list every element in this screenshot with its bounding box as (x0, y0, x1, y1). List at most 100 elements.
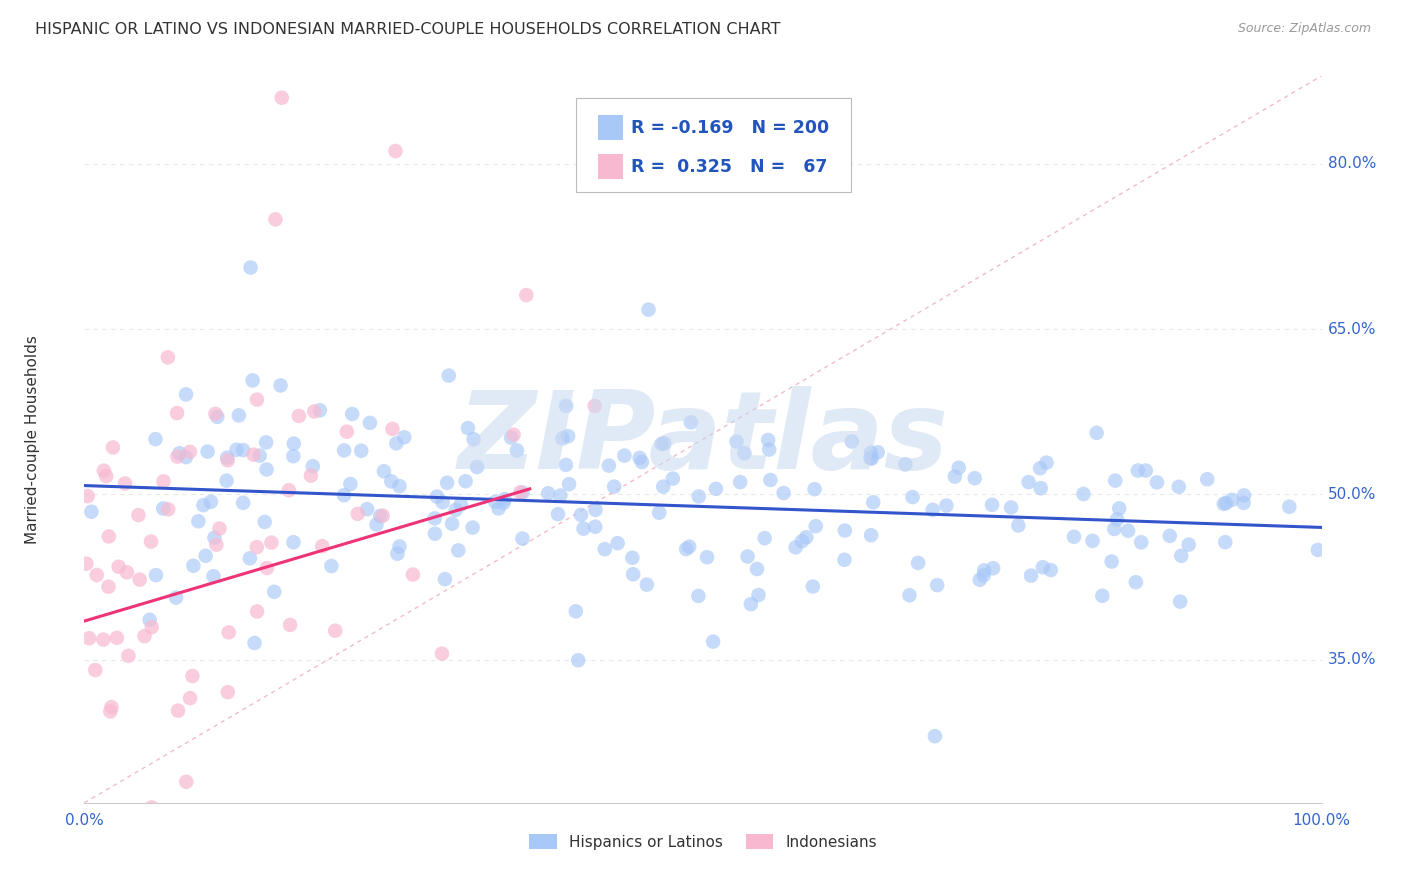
Point (333, 488, 356, 502)
Text: HISPANIC OR LATINO VS INDONESIAN MARRIED-COUPLE HOUSEHOLDS CORRELATION CHART: HISPANIC OR LATINO VS INDONESIAN MARRIED… (35, 22, 780, 37)
Point (860, 451, 883, 466)
Point (342, 407, 364, 421)
Point (152, 501, 174, 516)
Point (1215, 496, 1237, 510)
Point (1168, 594, 1191, 608)
Point (381, 422, 404, 436)
Point (239, 260, 262, 275)
Point (179, 445, 201, 459)
Point (550, 489, 572, 503)
Point (461, 520, 484, 534)
Point (215, 474, 238, 488)
Point (436, 475, 458, 490)
Point (433, 572, 456, 586)
Point (100, 700, 122, 714)
Point (935, 499, 957, 513)
Point (457, 421, 479, 435)
Point (1126, 463, 1149, 477)
Point (299, 468, 322, 483)
Point (283, 449, 305, 463)
Point (921, 503, 943, 517)
Point (790, 534, 813, 549)
Point (1197, 472, 1219, 486)
Point (506, 443, 529, 458)
Point (346, 507, 368, 521)
Point (202, 569, 225, 583)
Point (86, 568, 108, 582)
Point (359, 416, 381, 430)
Point (1007, 518, 1029, 533)
Point (84, 663, 107, 677)
Point (1101, 555, 1123, 569)
Point (232, 496, 254, 510)
Point (228, 409, 250, 423)
Point (283, 436, 305, 450)
Point (1018, 475, 1040, 489)
Point (860, 528, 883, 542)
Point (1233, 488, 1256, 502)
Point (463, 432, 485, 446)
Point (598, 458, 620, 473)
Point (288, 409, 311, 423)
Point (208, 522, 231, 536)
Point (205, 538, 228, 552)
Point (197, 444, 219, 458)
Point (555, 399, 578, 413)
Point (759, 473, 782, 487)
Point (278, 618, 301, 632)
Point (509, 485, 531, 500)
Point (450, 498, 472, 512)
Point (263, 584, 285, 599)
Point (1091, 589, 1114, 603)
Point (1108, 501, 1130, 516)
Point (96, 469, 118, 483)
Point (859, 446, 882, 460)
Point (246, 540, 269, 554)
Point (834, 553, 856, 567)
Point (157, 502, 180, 516)
Point (679, 416, 702, 430)
Point (1167, 480, 1189, 494)
Point (239, 551, 262, 566)
Point (423, 511, 446, 525)
Point (1073, 487, 1095, 501)
Point (583, 520, 606, 534)
Point (187, 514, 209, 528)
Point (368, 509, 391, 524)
Point (907, 556, 929, 570)
Point (174, 774, 197, 789)
Point (636, 577, 658, 591)
Point (1035, 456, 1057, 470)
Point (256, 561, 278, 575)
Point (423, 526, 446, 541)
Point (152, 475, 174, 489)
Point (488, 501, 510, 516)
Point (218, 625, 240, 640)
Point (981, 561, 1004, 575)
Point (270, 378, 292, 392)
Point (973, 563, 995, 577)
Point (311, 539, 333, 553)
Text: Source: ZipAtlas.com: Source: ZipAtlas.com (1237, 22, 1371, 36)
Point (678, 540, 700, 554)
Point (512, 532, 534, 546)
Point (969, 573, 991, 587)
Point (1104, 474, 1126, 488)
Point (200, 495, 222, 509)
Point (323, 624, 346, 638)
Point (502, 427, 524, 442)
Point (1107, 512, 1129, 526)
Point (114, 476, 136, 491)
Point (430, 647, 453, 661)
Point (737, 549, 759, 564)
Point (242, 373, 264, 387)
Point (141, 800, 163, 814)
Point (948, 460, 970, 475)
Point (167, 704, 190, 718)
Point (637, 302, 659, 317)
Text: R =  0.325   N =   67: R = 0.325 N = 67 (631, 158, 828, 176)
Point (441, 516, 464, 531)
Point (115, 566, 138, 580)
Point (402, 567, 425, 582)
Point (242, 448, 264, 462)
